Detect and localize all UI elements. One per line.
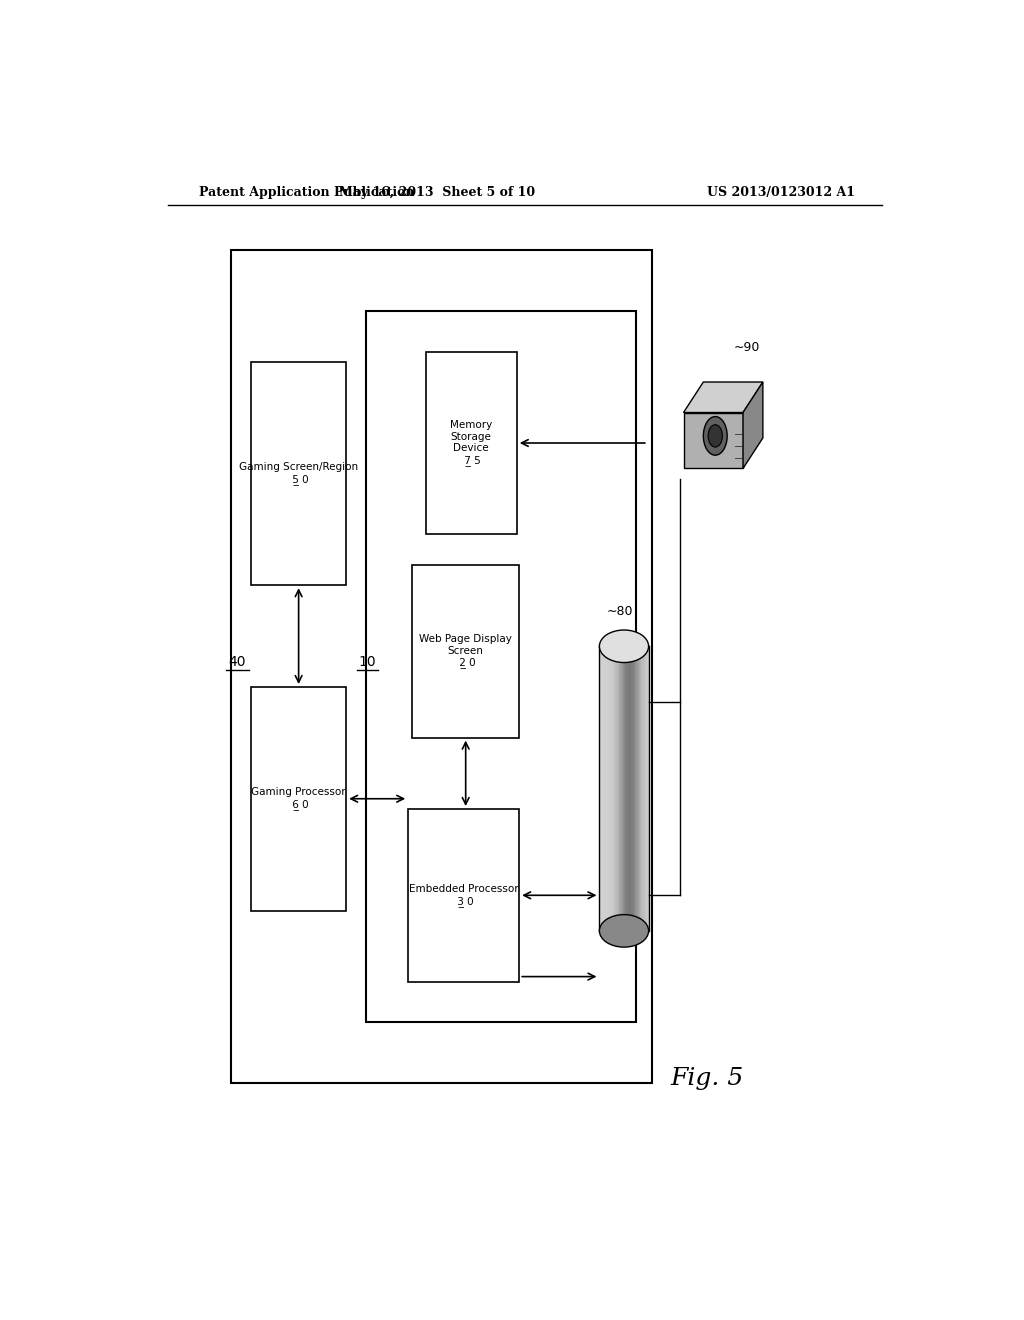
Bar xyxy=(608,647,609,931)
Bar xyxy=(251,362,346,585)
Bar xyxy=(607,647,608,931)
Text: Gaming Screen/Region
 5̲ 0: Gaming Screen/Region 5̲ 0 xyxy=(239,462,358,484)
Bar xyxy=(626,647,627,931)
Bar xyxy=(611,647,613,931)
Text: US 2013/0123012 A1: US 2013/0123012 A1 xyxy=(708,186,855,199)
Text: Memory
Storage
Device
 7̲ 5: Memory Storage Device 7̲ 5 xyxy=(451,420,493,466)
Bar xyxy=(599,647,601,931)
Bar xyxy=(640,647,641,931)
Text: Web Page Display
Screen
 2̲ 0: Web Page Display Screen 2̲ 0 xyxy=(419,635,512,668)
Bar xyxy=(602,647,603,931)
Ellipse shape xyxy=(709,425,722,447)
Bar xyxy=(634,647,635,931)
Polygon shape xyxy=(743,381,763,469)
Ellipse shape xyxy=(703,417,727,455)
Bar xyxy=(620,647,621,931)
Bar xyxy=(636,647,638,931)
Bar xyxy=(622,647,623,931)
Bar xyxy=(367,312,636,1022)
Bar xyxy=(638,647,639,931)
Bar xyxy=(251,686,346,911)
Bar xyxy=(645,647,646,931)
Bar xyxy=(617,647,620,931)
Bar xyxy=(412,565,519,738)
Bar xyxy=(624,647,626,931)
Bar xyxy=(601,647,602,931)
Text: ∼80: ∼80 xyxy=(607,605,633,618)
Bar xyxy=(641,647,642,931)
Bar xyxy=(684,412,743,469)
Bar xyxy=(642,647,644,931)
Bar xyxy=(231,249,652,1084)
Bar xyxy=(605,647,607,931)
Text: Embedded Processor
 3̲ 0: Embedded Processor 3̲ 0 xyxy=(409,884,518,907)
Bar xyxy=(616,647,617,931)
Ellipse shape xyxy=(599,630,648,663)
Bar xyxy=(628,647,629,931)
Bar xyxy=(623,647,624,931)
Bar xyxy=(604,647,605,931)
Bar xyxy=(610,647,611,931)
Bar xyxy=(426,351,517,535)
Bar xyxy=(409,809,519,982)
Bar xyxy=(621,647,622,931)
Text: May 16, 2013  Sheet 5 of 10: May 16, 2013 Sheet 5 of 10 xyxy=(339,186,536,199)
Bar xyxy=(630,647,632,931)
Bar xyxy=(613,647,614,931)
Text: Gaming Processor
 6̲ 0: Gaming Processor 6̲ 0 xyxy=(251,788,346,810)
Text: 10: 10 xyxy=(358,655,377,668)
Bar xyxy=(603,647,604,931)
Bar xyxy=(644,647,645,931)
Bar xyxy=(627,647,628,931)
Bar xyxy=(632,647,633,931)
Bar xyxy=(647,647,648,931)
Bar xyxy=(639,647,640,931)
Ellipse shape xyxy=(599,915,648,948)
Bar xyxy=(609,647,610,931)
Polygon shape xyxy=(684,381,763,412)
Bar xyxy=(635,647,636,931)
Text: Patent Application Publication: Patent Application Publication xyxy=(200,186,415,199)
Bar xyxy=(646,647,647,931)
Bar xyxy=(615,647,616,931)
Text: ∼90: ∼90 xyxy=(734,341,760,354)
Bar xyxy=(629,647,630,931)
Bar xyxy=(633,647,634,931)
Bar xyxy=(614,647,615,931)
Text: Fig. 5: Fig. 5 xyxy=(671,1067,744,1090)
Text: 40: 40 xyxy=(228,655,246,668)
